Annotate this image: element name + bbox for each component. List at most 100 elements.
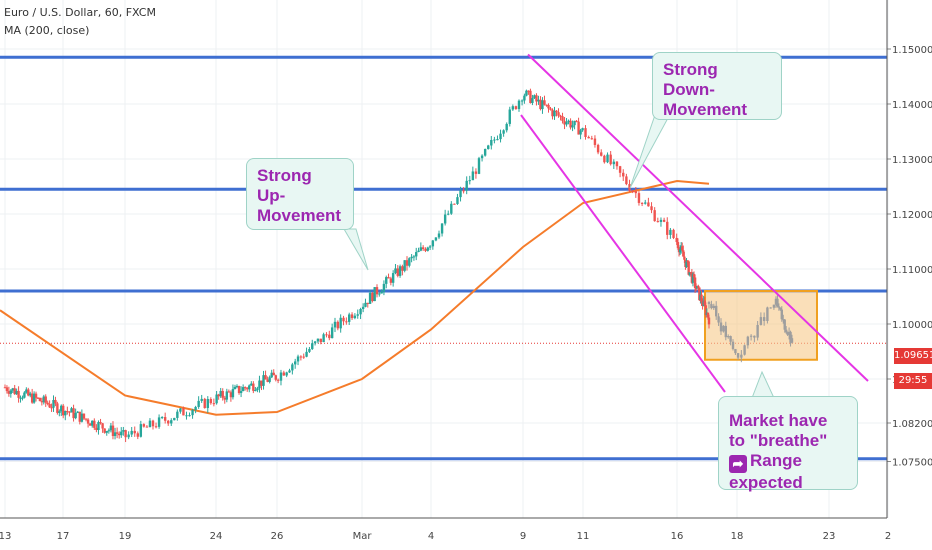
candle-body	[353, 315, 357, 319]
candle-body	[185, 415, 188, 417]
candle-body	[258, 380, 261, 389]
candle-body	[221, 390, 224, 398]
candle-body	[682, 250, 685, 257]
candle-body	[23, 392, 26, 398]
candle-body	[203, 398, 206, 409]
x-tick-label: 23	[823, 531, 836, 542]
candle-body	[305, 351, 308, 357]
candle-body	[385, 277, 388, 284]
candle-body	[600, 152, 603, 156]
candle-body	[535, 95, 538, 102]
x-tick-label: 24	[210, 531, 223, 542]
candle-body	[368, 292, 372, 304]
candle-body	[698, 287, 701, 301]
candle-body	[95, 427, 98, 431]
candle-body	[672, 229, 675, 238]
candle-body	[563, 120, 566, 125]
candle-body	[559, 115, 562, 117]
candle-body	[571, 125, 574, 128]
candle-body	[618, 166, 622, 173]
candle-body	[622, 172, 625, 177]
candle-body	[776, 298, 779, 307]
candle-body	[710, 304, 713, 309]
candle-body	[70, 408, 73, 413]
candle-body	[487, 145, 490, 150]
candle-body	[66, 410, 69, 412]
candle-body	[356, 314, 359, 316]
candles-layer	[3, 88, 794, 443]
candle-body	[579, 130, 582, 135]
candle-body	[650, 206, 653, 211]
y-tick-label: 1.12000	[892, 210, 932, 221]
candle-body	[113, 432, 117, 437]
candle-body	[777, 306, 781, 308]
channel-lower-line	[520, 114, 726, 393]
candle-body	[200, 398, 203, 401]
candle-body	[581, 128, 584, 131]
candle-body	[704, 305, 707, 316]
y-tick-label: 1.11000	[892, 265, 932, 276]
candle-body	[274, 375, 277, 380]
candle-body	[308, 349, 311, 352]
candle-body	[715, 305, 718, 317]
moving-average-layer	[0, 179, 710, 416]
candle-body	[46, 402, 49, 405]
candle-body	[694, 288, 698, 290]
candle-body	[44, 396, 47, 403]
candle-body	[316, 338, 320, 342]
candle-body	[724, 325, 727, 338]
candle-body	[74, 412, 77, 419]
candle-body	[496, 139, 499, 141]
indicator-label: MA (200, close)	[4, 24, 90, 37]
candle-body	[29, 393, 32, 396]
candle-body	[447, 213, 450, 215]
candle-body	[790, 338, 794, 343]
candle-body	[693, 277, 697, 289]
candle-body	[124, 430, 127, 438]
candle-body	[410, 256, 413, 259]
channel-layer	[520, 53, 869, 393]
candle-body	[502, 130, 505, 134]
candle-body	[80, 413, 84, 422]
candle-body	[101, 423, 104, 429]
candle-body	[359, 308, 362, 315]
chart-title: Euro / U.S. Dollar, 60, FXCM	[4, 6, 156, 19]
x-tick-label: 19	[119, 531, 132, 542]
candle-body	[573, 120, 576, 126]
candle-body	[52, 399, 55, 408]
candle-body	[786, 332, 789, 335]
candle-body	[637, 193, 641, 203]
candle-body	[514, 106, 518, 109]
candle-body	[419, 247, 423, 251]
candle-body	[378, 293, 381, 295]
candle-body	[403, 260, 406, 271]
candle-body	[276, 379, 280, 381]
candle-body	[691, 274, 695, 283]
candle-body	[731, 341, 735, 350]
candle-body	[517, 100, 521, 109]
candle-body	[215, 394, 218, 404]
candle-body	[272, 372, 275, 376]
candle-body	[687, 261, 690, 275]
callout-range-line-1: Market have	[729, 411, 828, 430]
candle-body	[285, 372, 288, 376]
candle-body	[339, 317, 342, 329]
candle-body	[268, 377, 271, 382]
candle-body	[577, 121, 580, 135]
candle-body	[529, 90, 532, 103]
candle-body	[248, 385, 251, 390]
candle-body	[15, 390, 18, 395]
candle-body	[40, 401, 44, 403]
candle-body	[107, 430, 111, 432]
candle-body	[634, 191, 638, 194]
candle-body	[615, 161, 619, 167]
candle-body	[483, 149, 487, 156]
candle-body	[453, 203, 456, 205]
candle-body	[753, 335, 756, 338]
candle-body	[42, 396, 45, 403]
callout-range-line-3: ➦ Range expected	[729, 451, 847, 493]
candle-body	[567, 120, 570, 123]
candle-body	[511, 106, 515, 110]
candle-body	[233, 387, 237, 390]
candle-body	[333, 321, 337, 328]
